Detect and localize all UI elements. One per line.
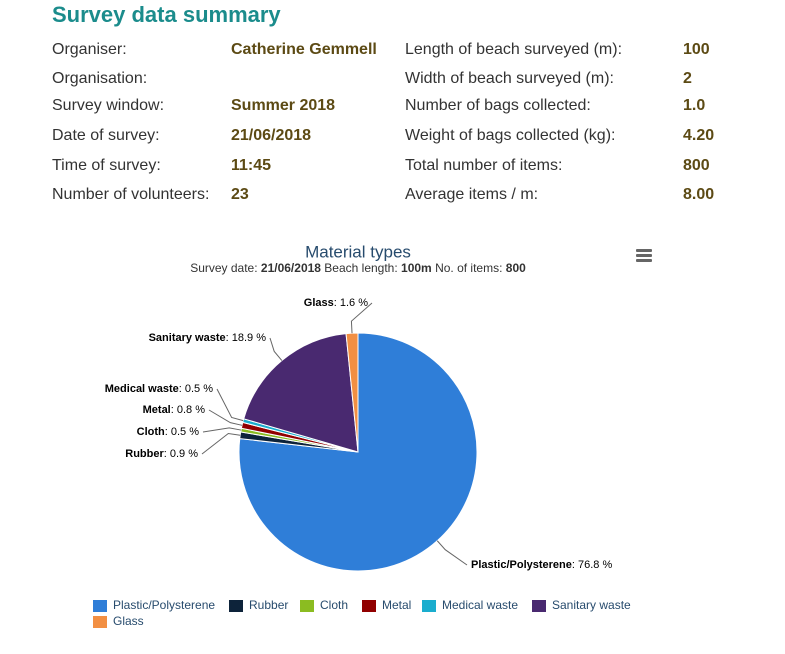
menu-bar — [636, 259, 652, 262]
data-label: Rubber: 0.9 % — [125, 448, 198, 460]
summary-label: Date of survey: — [52, 127, 160, 144]
menu-bar — [636, 249, 652, 252]
summary-label: Organisation: — [52, 70, 147, 87]
summary-value: 100 — [683, 41, 710, 58]
legend-label: Glass — [113, 614, 144, 628]
summary-value: Summer 2018 — [231, 97, 335, 114]
data-label-value: : 1.6 % — [334, 297, 368, 309]
chart-title: Material types — [305, 242, 411, 261]
subtitle-part: No. of items: — [432, 261, 506, 275]
legend-label: Cloth — [320, 598, 348, 612]
legend-label: Metal — [382, 598, 411, 612]
summary-value: Catherine Gemmell — [231, 41, 377, 58]
summary-label: Width of beach surveyed (m): — [405, 70, 614, 87]
legend-item[interactable]: Cloth — [300, 598, 348, 612]
menu-button[interactable] — [634, 245, 654, 265]
label-connector — [350, 302, 373, 334]
data-label-value: : 0.9 % — [164, 448, 198, 460]
legend-swatch — [300, 600, 314, 612]
data-label-name: Glass — [304, 297, 334, 309]
data-label-name: Cloth — [137, 426, 165, 438]
data-label-name: Sanitary waste — [149, 332, 226, 344]
data-label-name: Medical waste — [105, 383, 179, 395]
summary-label: Average items / m: — [405, 186, 538, 203]
legend-swatch — [93, 616, 107, 628]
legend-swatch — [362, 600, 376, 612]
legend-item[interactable]: Sanitary waste — [532, 598, 631, 612]
data-label: Cloth: 0.5 % — [137, 426, 200, 438]
summary-label: Total number of items: — [405, 157, 562, 174]
pie-slice — [243, 333, 359, 453]
label-connector — [201, 433, 241, 455]
summary-value: 4.20 — [683, 127, 714, 144]
legend-item[interactable]: Rubber — [229, 598, 288, 612]
summary-label: Organiser: — [52, 41, 127, 58]
legend-swatch — [422, 600, 436, 612]
label-connector — [269, 337, 283, 361]
summary-value: 8.00 — [683, 186, 714, 203]
legend-label: Sanitary waste — [552, 598, 631, 612]
summary-label: Number of volunteers: — [52, 186, 209, 203]
legend-swatch — [532, 600, 546, 612]
data-label-value: : 76.8 % — [572, 559, 613, 571]
summary-value: 23 — [231, 186, 249, 203]
data-label-value: : 0.8 % — [171, 404, 205, 416]
legend-label: Rubber — [249, 598, 288, 612]
subtitle-part: Beach length: — [321, 261, 401, 275]
summary-value: 800 — [683, 157, 710, 174]
data-label-name: Metal — [143, 404, 171, 416]
chart-subtitle: Survey date: 21/06/2018 Beach length: 10… — [190, 261, 526, 275]
data-label-name: Rubber — [125, 448, 164, 460]
subtitle-part: 21/06/2018 — [261, 261, 321, 275]
summary-label: Number of bags collected: — [405, 97, 591, 114]
data-label: Medical waste: 0.5 % — [105, 383, 213, 395]
data-label: Sanitary waste: 18.9 % — [149, 332, 267, 344]
data-label-value: : 0.5 % — [179, 383, 213, 395]
legend-label: Plastic/Polysterene — [113, 598, 215, 612]
legend-item[interactable]: Plastic/Polysterene — [93, 598, 215, 612]
data-label-name: Plastic/Polysterene — [471, 559, 572, 571]
legend-swatch — [229, 600, 243, 612]
summary-label: Time of survey: — [52, 157, 161, 174]
legend-item[interactable]: Medical waste — [422, 598, 518, 612]
summary-value: 11:45 — [231, 157, 271, 174]
legend-swatch — [93, 600, 107, 612]
legend-item[interactable]: Glass — [93, 614, 144, 628]
label-connector — [208, 409, 243, 426]
label-connector — [436, 540, 468, 566]
data-label: Plastic/Polysterene: 76.8 % — [471, 559, 612, 571]
data-label-value: : 0.5 % — [165, 426, 199, 438]
summary-label: Weight of bags collected (kg): — [405, 127, 615, 144]
subtitle-part: Survey date: — [190, 261, 261, 275]
summary-label: Survey window: — [52, 97, 164, 114]
data-label: Metal: 0.8 % — [143, 404, 206, 416]
summary-value: 1.0 — [683, 97, 705, 114]
menu-bar — [636, 254, 652, 257]
legend-item[interactable]: Metal — [362, 598, 411, 612]
data-label-value: : 18.9 % — [226, 332, 267, 344]
pie-slice — [345, 332, 359, 453]
summary-value: 2 — [683, 70, 692, 87]
summary-value: 21/06/2018 — [231, 127, 311, 144]
legend-label: Medical waste — [442, 598, 518, 612]
label-connector — [216, 388, 244, 422]
label-connector — [202, 427, 242, 433]
page-title: Survey data summary — [52, 2, 281, 27]
subtitle-part: 100m — [401, 261, 432, 275]
data-label: Glass: 1.6 % — [304, 297, 368, 309]
subtitle-part: 800 — [506, 261, 526, 275]
summary-label: Length of beach surveyed (m): — [405, 41, 622, 58]
